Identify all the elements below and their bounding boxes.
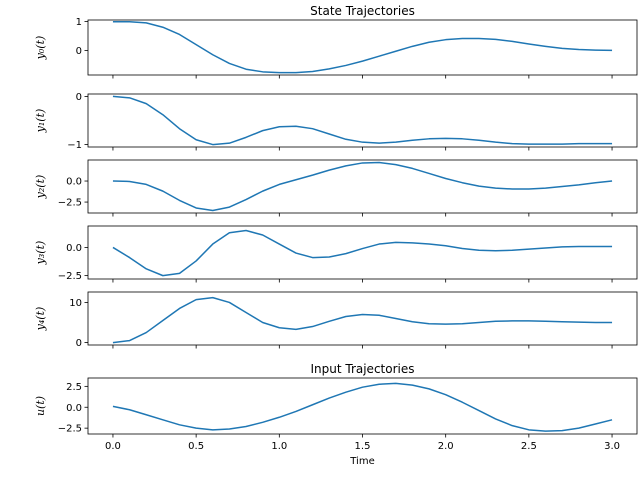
subplot-title: Input Trajectories [310, 362, 414, 376]
x-tick-label: 1.0 [271, 441, 287, 452]
series-line [112, 382, 613, 432]
y-tick-label: 1 [76, 17, 82, 28]
series-line [112, 95, 613, 146]
y-tick-label: −1 [67, 140, 82, 151]
y-tick-label: 0.0 [66, 177, 82, 188]
x-tick-label: 2.5 [521, 441, 537, 452]
series-line [112, 296, 613, 344]
y-axis-label: y₀(t) [34, 36, 47, 61]
x-tick-label: 0.5 [188, 441, 204, 452]
subplot-2: 0.0 −2.5 y₂(t) [34, 159, 638, 217]
y-axis-label: y₃(t) [34, 241, 47, 266]
subplot-5: 2.5 0.0 −2.5 0.0 0.5 1.0 1.5 2.0 2.5 3.0 u(t) Input… [34, 362, 638, 467]
y-tick-label: 0.0 [66, 403, 82, 414]
x-tick-label: 3.0 [604, 441, 620, 452]
series-line [112, 161, 613, 212]
axes-frame [87, 159, 638, 214]
series-line [112, 20, 613, 74]
axes-frame [87, 377, 638, 435]
y-axis-label: u(t) [34, 396, 47, 416]
x-tick-label: 2.0 [438, 441, 454, 452]
subplot-4: 10 0 y₄(t) [34, 291, 638, 349]
y-axis-label: y₁(t) [34, 109, 47, 134]
y-tick-label: 0 [76, 338, 82, 349]
y-tick-label: 0 [76, 92, 82, 103]
y-tick-label: 2.5 [66, 382, 82, 393]
y-tick-label: 0 [76, 46, 82, 57]
x-axis-label: Time [349, 456, 374, 467]
y-axis-label: y₄(t) [34, 307, 47, 332]
y-tick-label: 0.0 [66, 243, 82, 254]
y-axis-label: y₂(t) [34, 175, 47, 200]
subplot-0: 1 0 y₀(t) State Trajectories [34, 4, 638, 79]
y-tick-label: 10 [69, 298, 82, 309]
x-tick-label: 0.0 [105, 441, 121, 452]
subplot-1: 0 −1 y₁(t) [34, 92, 638, 151]
axes-frame [87, 225, 638, 280]
x-tick-label: 1.5 [355, 441, 371, 452]
subplot-3: 0.0 −2.5 y₃(t) [34, 225, 638, 283]
subplot-title: State Trajectories [310, 4, 415, 18]
series-line [112, 229, 613, 277]
y-tick-label: −2.5 [58, 424, 82, 435]
y-tick-label: −2.5 [58, 198, 82, 209]
axes-frame [87, 291, 638, 346]
y-tick-label: −2.5 [58, 271, 82, 282]
